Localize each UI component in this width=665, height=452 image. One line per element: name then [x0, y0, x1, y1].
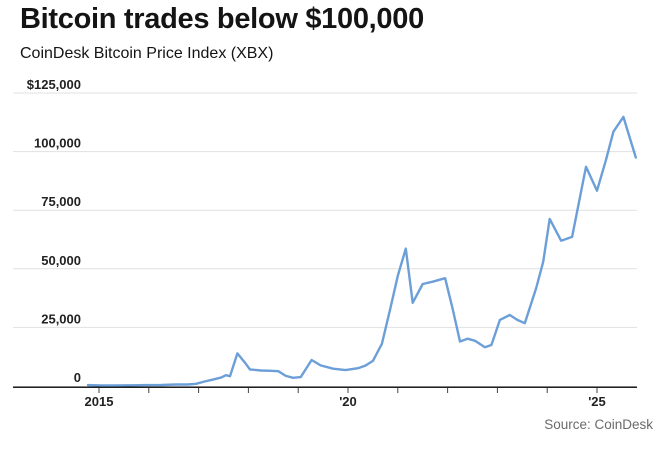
x-axis-label: '20 — [339, 394, 357, 409]
y-axis-label: 25,000 — [41, 311, 81, 326]
y-axis-label: 50,000 — [41, 253, 81, 268]
chart-title: Bitcoin trades below $100,000 — [20, 3, 424, 35]
bitcoin-price-line — [86, 115, 637, 387]
x-axis-label: '25 — [588, 394, 606, 409]
source-credit: Source: CoinDesk — [544, 417, 653, 432]
chart-subtitle: CoinDesk Bitcoin Price Index (XBX) — [20, 45, 274, 62]
y-axis-label: 100,000 — [34, 136, 81, 151]
y-axis-label: 75,000 — [41, 194, 81, 209]
y-axis-label: $125,000 — [27, 77, 81, 92]
x-axis-label: 2015 — [85, 394, 114, 409]
y-axis-label: 0 — [74, 370, 81, 385]
